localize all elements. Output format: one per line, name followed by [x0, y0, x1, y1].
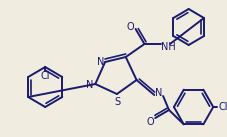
- Text: O: O: [146, 117, 153, 127]
- Text: Cl: Cl: [217, 102, 227, 112]
- Text: N: N: [155, 88, 162, 98]
- Text: N: N: [96, 57, 104, 67]
- Text: NH: NH: [160, 42, 175, 52]
- Text: N: N: [85, 80, 93, 90]
- Text: O: O: [126, 22, 134, 32]
- Text: Cl: Cl: [40, 71, 50, 81]
- Text: S: S: [114, 97, 121, 107]
